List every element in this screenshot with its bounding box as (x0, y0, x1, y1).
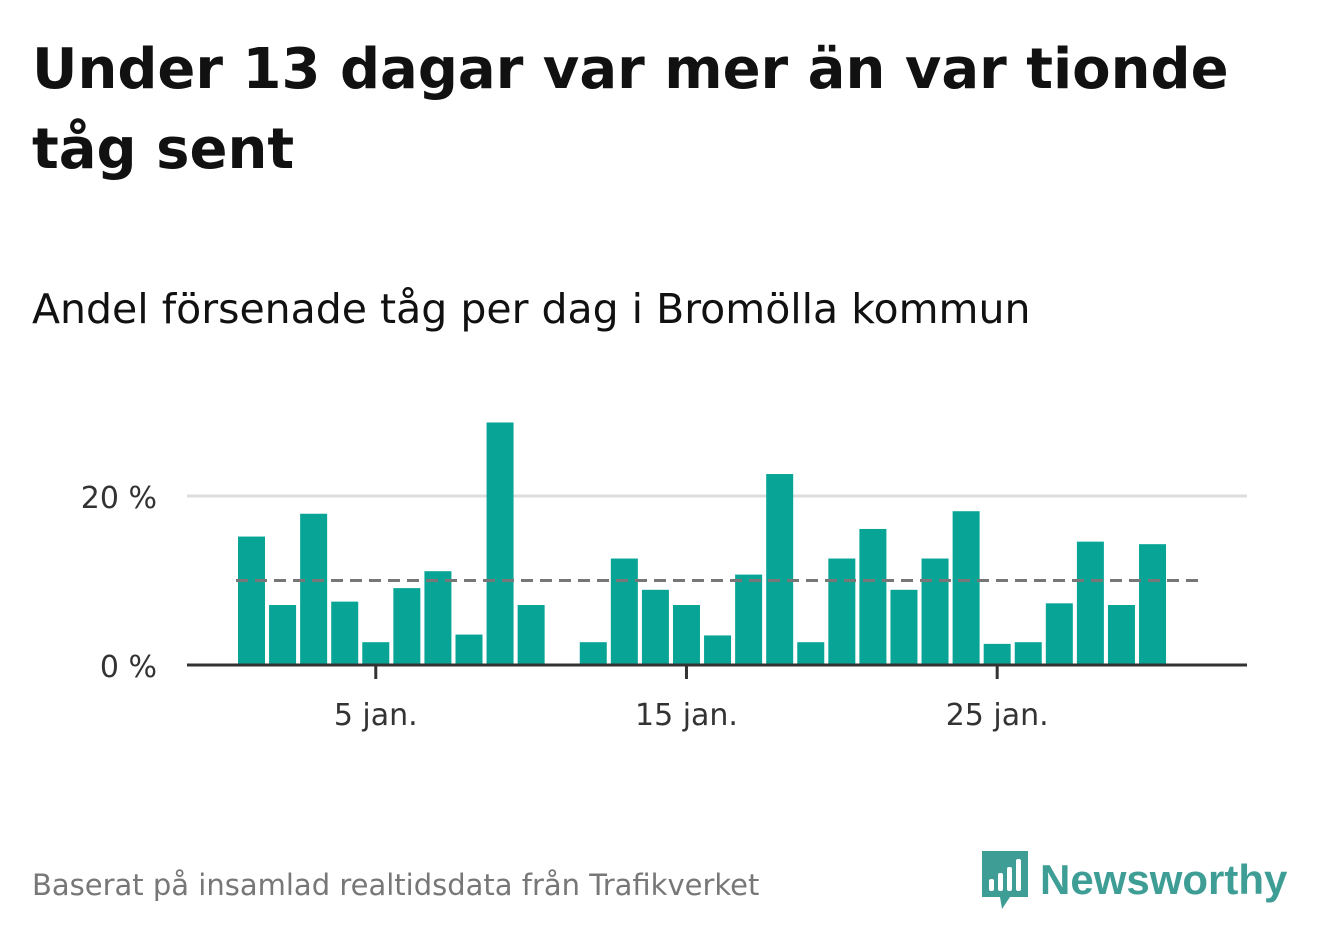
y-tick-label: 0 % (100, 650, 157, 685)
bar (1076, 541, 1104, 665)
bar (455, 634, 483, 665)
bar (1107, 605, 1135, 665)
bar (579, 642, 607, 665)
bar (735, 574, 763, 665)
newsworthy-logo-icon (982, 851, 1028, 909)
bar (766, 474, 794, 665)
bar (1014, 642, 1042, 665)
bar (828, 558, 856, 665)
bar (238, 536, 265, 665)
chart-subtitle: Andel försenade tåg per dag i Bromölla k… (32, 285, 1031, 333)
bar (269, 605, 297, 665)
bar (393, 588, 421, 665)
y-tick-label: 20 % (81, 481, 157, 516)
bar (1139, 544, 1167, 665)
bar (486, 422, 514, 665)
source-caption: Baserat på insamlad realtidsdata från Tr… (32, 868, 760, 902)
bar (890, 589, 918, 665)
x-tick-label: 5 jan. (334, 698, 418, 733)
bar (672, 605, 700, 665)
newsworthy-logo: Newsworthy (980, 848, 1287, 912)
bar (300, 513, 328, 665)
bar (797, 642, 825, 665)
axis-layer: 0 % 20 % 5 jan. 15 jan. 25 jan. (81, 481, 1247, 733)
bar (859, 528, 887, 665)
bar-layer (238, 422, 1167, 665)
bar-chart: 0 % 20 % 5 jan. 15 jan. 25 jan. (81, 422, 1247, 733)
chart-title: Under 13 dagar var mer än var tionde tåg… (32, 37, 1229, 182)
newsworthy-logo-text: Newsworthy (1040, 856, 1288, 903)
x-tick-label: 15 jan. (635, 698, 738, 733)
bar (362, 642, 390, 665)
bar (704, 635, 732, 665)
bar (610, 558, 638, 665)
bar (517, 605, 545, 665)
bar (1045, 603, 1073, 665)
bar (983, 643, 1011, 665)
bar (641, 589, 669, 665)
bar (921, 558, 949, 665)
bar (331, 601, 359, 665)
x-tick-label: 25 jan. (946, 698, 1049, 733)
bar (424, 571, 452, 665)
bar (952, 511, 980, 665)
